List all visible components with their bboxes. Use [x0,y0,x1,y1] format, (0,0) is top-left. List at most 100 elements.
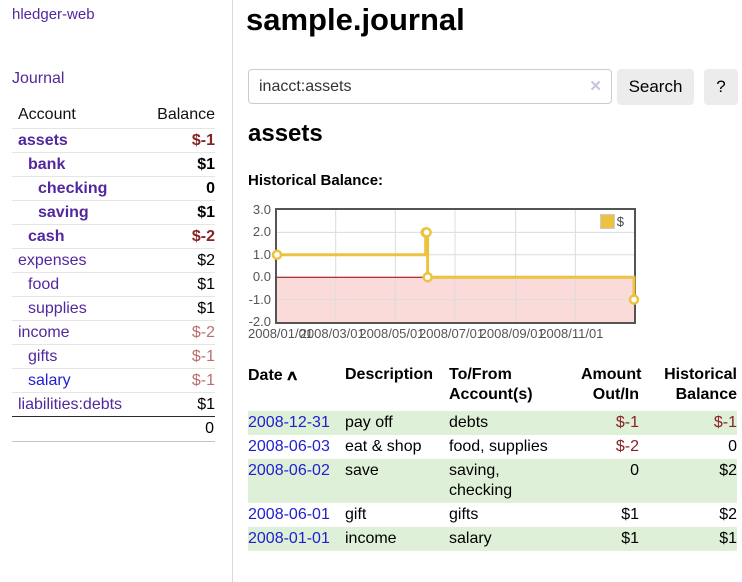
account-row: cash $-2 [12,224,215,248]
amount-cell: $-1 [615,414,639,431]
y-axis-label: 1.0 [252,246,271,262]
date-cell: 2008-06-02 [248,459,345,503]
search-input[interactable] [248,69,612,104]
description-cell: save [345,462,379,479]
account-link[interactable]: salary [28,372,71,389]
transaction-date-link[interactable]: 2008-06-02 [248,462,330,479]
x-axis-label: 2008/09/01 [479,326,545,341]
accounts-table-header: Account Balance [12,104,215,128]
account-balance: $-2 [191,324,215,341]
accounts-total-value: 0 [205,420,214,437]
chart-title: Historical Balance: [248,172,384,189]
account-row: bank $1 [12,152,215,176]
accounts-header-balance: Balance [157,106,215,123]
accounts-cell: food, supplies [449,438,548,455]
accounts-cell: gifts [449,506,479,523]
accounts-total-row: 0 [12,416,215,442]
sidebar: hledger-web Journal Account Balance asse… [0,0,233,582]
account-link[interactable]: cash [28,228,65,245]
x-axis-label: 2008/11/01 [539,326,604,341]
transaction-date-link[interactable]: 2008-01-01 [248,530,330,547]
accounts-cell: debts [449,414,489,431]
sidebar-item-journal[interactable]: Journal [12,70,65,87]
date-header-label: Date [248,367,283,384]
account-row: saving $1 [12,200,215,224]
account-balance: $1 [197,204,215,221]
account-heading: assets [248,120,323,147]
balance-cell: $2 [719,506,737,523]
clear-search-icon[interactable]: ✕ [589,78,602,95]
balance-cell: 0 [728,438,737,455]
account-link[interactable]: gifts [28,348,58,365]
table-row: 2008-06-01 gift gifts $1 $2 [248,503,737,527]
account-row: expenses $2 [12,248,215,272]
date-cell: 2008-06-03 [248,435,345,459]
account-link[interactable]: liabilities:debts [18,396,123,413]
amount-cell: $1 [621,530,639,547]
account-link[interactable]: expenses [18,252,87,269]
y-axis-label: 0.0 [252,269,271,285]
chart-canvas [271,208,640,324]
chart-legend: $ [599,214,624,229]
account-balance: $-1 [191,372,215,389]
balance-cell: $1 [719,530,737,547]
table-row: 2008-12-31 pay off debts $-1 $-1 [248,411,737,435]
account-link[interactable]: bank [28,156,66,173]
accounts-header-account: Account [18,106,76,123]
accounts-cell: salary [449,530,492,547]
col-header-description: Description [345,366,434,383]
account-balance: $1 [197,396,215,413]
y-axis-label: 2.0 [252,224,271,240]
description-cell: pay off [345,414,393,431]
legend-label: $ [616,214,624,229]
account-link[interactable]: assets [18,132,68,149]
sort-ascending-icon: ∧ [285,367,300,383]
register-rows: 2008-12-31 pay off debts $-1 $-1 2008-06-03 ea… [248,411,737,551]
y-axis-label: -2.0 [248,314,271,329]
legend-swatch-icon [599,214,615,229]
table-row: 2008-06-02 save saving, checking 0 $2 [248,459,737,503]
balance-cell: $2 [719,462,737,479]
table-row: 2008-01-01 income salary $1 $1 [248,527,737,551]
search-box: ✕ [248,69,612,104]
account-row: gifts $-1 [12,344,215,368]
account-balance: $-1 [191,132,215,149]
description-cell: income [345,530,397,547]
amount-cell: 0 [630,462,639,479]
col-header-date[interactable]: Date ∧ [248,363,345,411]
account-link[interactable]: food [28,276,60,293]
account-balance: $-2 [191,228,215,245]
search-button[interactable]: Search [617,69,694,105]
transaction-date-link[interactable]: 2008-06-01 [248,506,330,523]
account-balance: $1 [197,156,215,173]
transaction-date-link[interactable]: 2008-06-03 [248,438,330,455]
account-row: liabilities:debts $1 [12,392,215,416]
account-balance: $1 [197,276,215,293]
table-row: 2008-06-03 eat & shop food, supplies $-2 0 [248,435,737,459]
app-title-link[interactable]: hledger-web [12,6,95,23]
date-cell: 2008-06-01 [248,503,345,527]
date-cell: 2008-12-31 [248,411,345,435]
account-row: salary $-1 [12,368,215,392]
account-row: income $-2 [12,320,215,344]
y-axis-label: -1.0 [248,291,271,307]
account-balance: $2 [197,252,215,269]
account-link[interactable]: income [18,324,70,341]
account-link[interactable]: saving [38,204,89,221]
col-header-amount: Amount Out/In [581,366,642,403]
account-balance: $-1 [191,348,215,365]
x-axis-label: 2008/01/01 [248,326,314,341]
historical-balance-chart: $ 3.0 2.0 1.0 0.0 -1.0 -2.0 2008/01/01 2008/03/… [248,202,646,343]
register-header-row: Date ∧ Description To/From Account(s) Am… [248,363,737,411]
transaction-date-link[interactable]: 2008-12-31 [248,414,330,431]
account-link[interactable]: supplies [28,300,87,317]
x-axis-label: 2008/05/01 [359,326,425,341]
col-header-accounts: To/From Account(s) [449,366,533,403]
account-row: checking 0 [12,176,215,200]
help-button[interactable]: ? [704,69,738,105]
account-link[interactable]: checking [38,180,108,197]
date-cell: 2008-01-01 [248,527,345,551]
x-axis-label: 2008/03/01 [299,326,365,341]
account-row: supplies $1 [12,296,215,320]
accounts-cell: saving, checking [449,462,513,499]
